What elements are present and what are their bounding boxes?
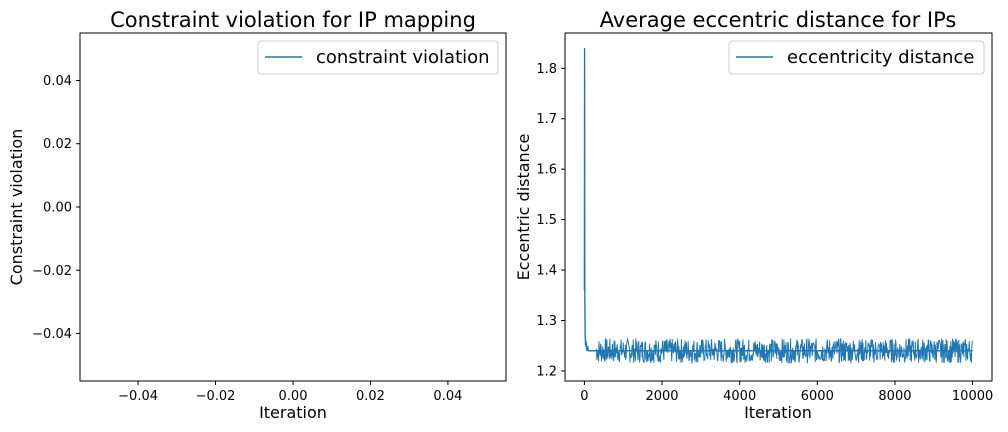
x-tick-label: −0.02 (196, 389, 236, 404)
axes-frame (79, 32, 507, 382)
y-tick-label: 0.02 (43, 137, 72, 152)
legend: eccentricity distance (728, 40, 985, 75)
y-tick-label: 1.5 (536, 213, 557, 228)
plot-area (80, 33, 506, 381)
y-tick-label: 0.04 (43, 74, 72, 89)
legend: constraint violation (257, 40, 499, 75)
x-axis-label: Iteration (259, 403, 327, 422)
x-tick-label: 2000 (645, 389, 678, 404)
legend-box (257, 40, 499, 75)
series-noise-band (595, 337, 974, 365)
legend-label: constraint violation (316, 47, 490, 68)
x-axis-label: Iteration (744, 403, 812, 422)
y-axis-label: Constraint violation (7, 129, 26, 286)
axes-frame (564, 32, 993, 382)
series-lines (583, 48, 974, 365)
x-tick-label: 0.00 (279, 389, 308, 404)
y-axis-ticks: −0.04 −0.02 0.00 0.02 0.04 (32, 74, 80, 342)
plot-area (565, 33, 992, 381)
y-tick-label: −0.02 (32, 264, 72, 279)
x-tick-label: 0.02 (356, 389, 385, 404)
legend-box (728, 40, 985, 75)
x-tick-label: 0.04 (433, 389, 462, 404)
series-line (583, 48, 973, 352)
constraint-violation-chart: Constraint violation for IP mapping −0.0… (7, 8, 507, 422)
x-tick-label: −0.04 (118, 389, 158, 404)
y-tick-label: 1.6 (536, 163, 557, 178)
legend-label: eccentricity distance (787, 47, 974, 68)
y-tick-label: 1.4 (536, 264, 557, 279)
x-tick-label: 8000 (878, 389, 911, 404)
y-tick-label: 1.3 (536, 314, 557, 329)
x-tick-label: 0 (580, 389, 588, 404)
y-tick-label: 1.2 (536, 364, 557, 379)
eccentric-distance-chart: Average eccentric distance for IPs 0 2000… (514, 8, 993, 422)
y-tick-label: 1.7 (536, 112, 557, 127)
y-tick-label: −0.04 (32, 327, 72, 342)
x-tick-label: 6000 (801, 389, 834, 404)
y-tick-label: 0.00 (43, 201, 72, 216)
x-tick-label: 10000 (952, 389, 993, 404)
x-axis-ticks: −0.04 −0.02 0.00 0.02 0.04 (118, 381, 462, 404)
x-tick-label: 4000 (723, 389, 756, 404)
y-axis-ticks: 1.2 1.3 1.4 1.5 1.6 1.7 1.8 (536, 62, 565, 379)
chart-title: Average eccentric distance for IPs (600, 8, 957, 32)
chart-title: Constraint violation for IP mapping (110, 8, 476, 32)
y-tick-label: 1.8 (536, 62, 557, 77)
y-axis-label: Eccentric distance (514, 134, 533, 281)
x-axis-ticks: 0 2000 4000 6000 8000 10000 (580, 381, 993, 404)
